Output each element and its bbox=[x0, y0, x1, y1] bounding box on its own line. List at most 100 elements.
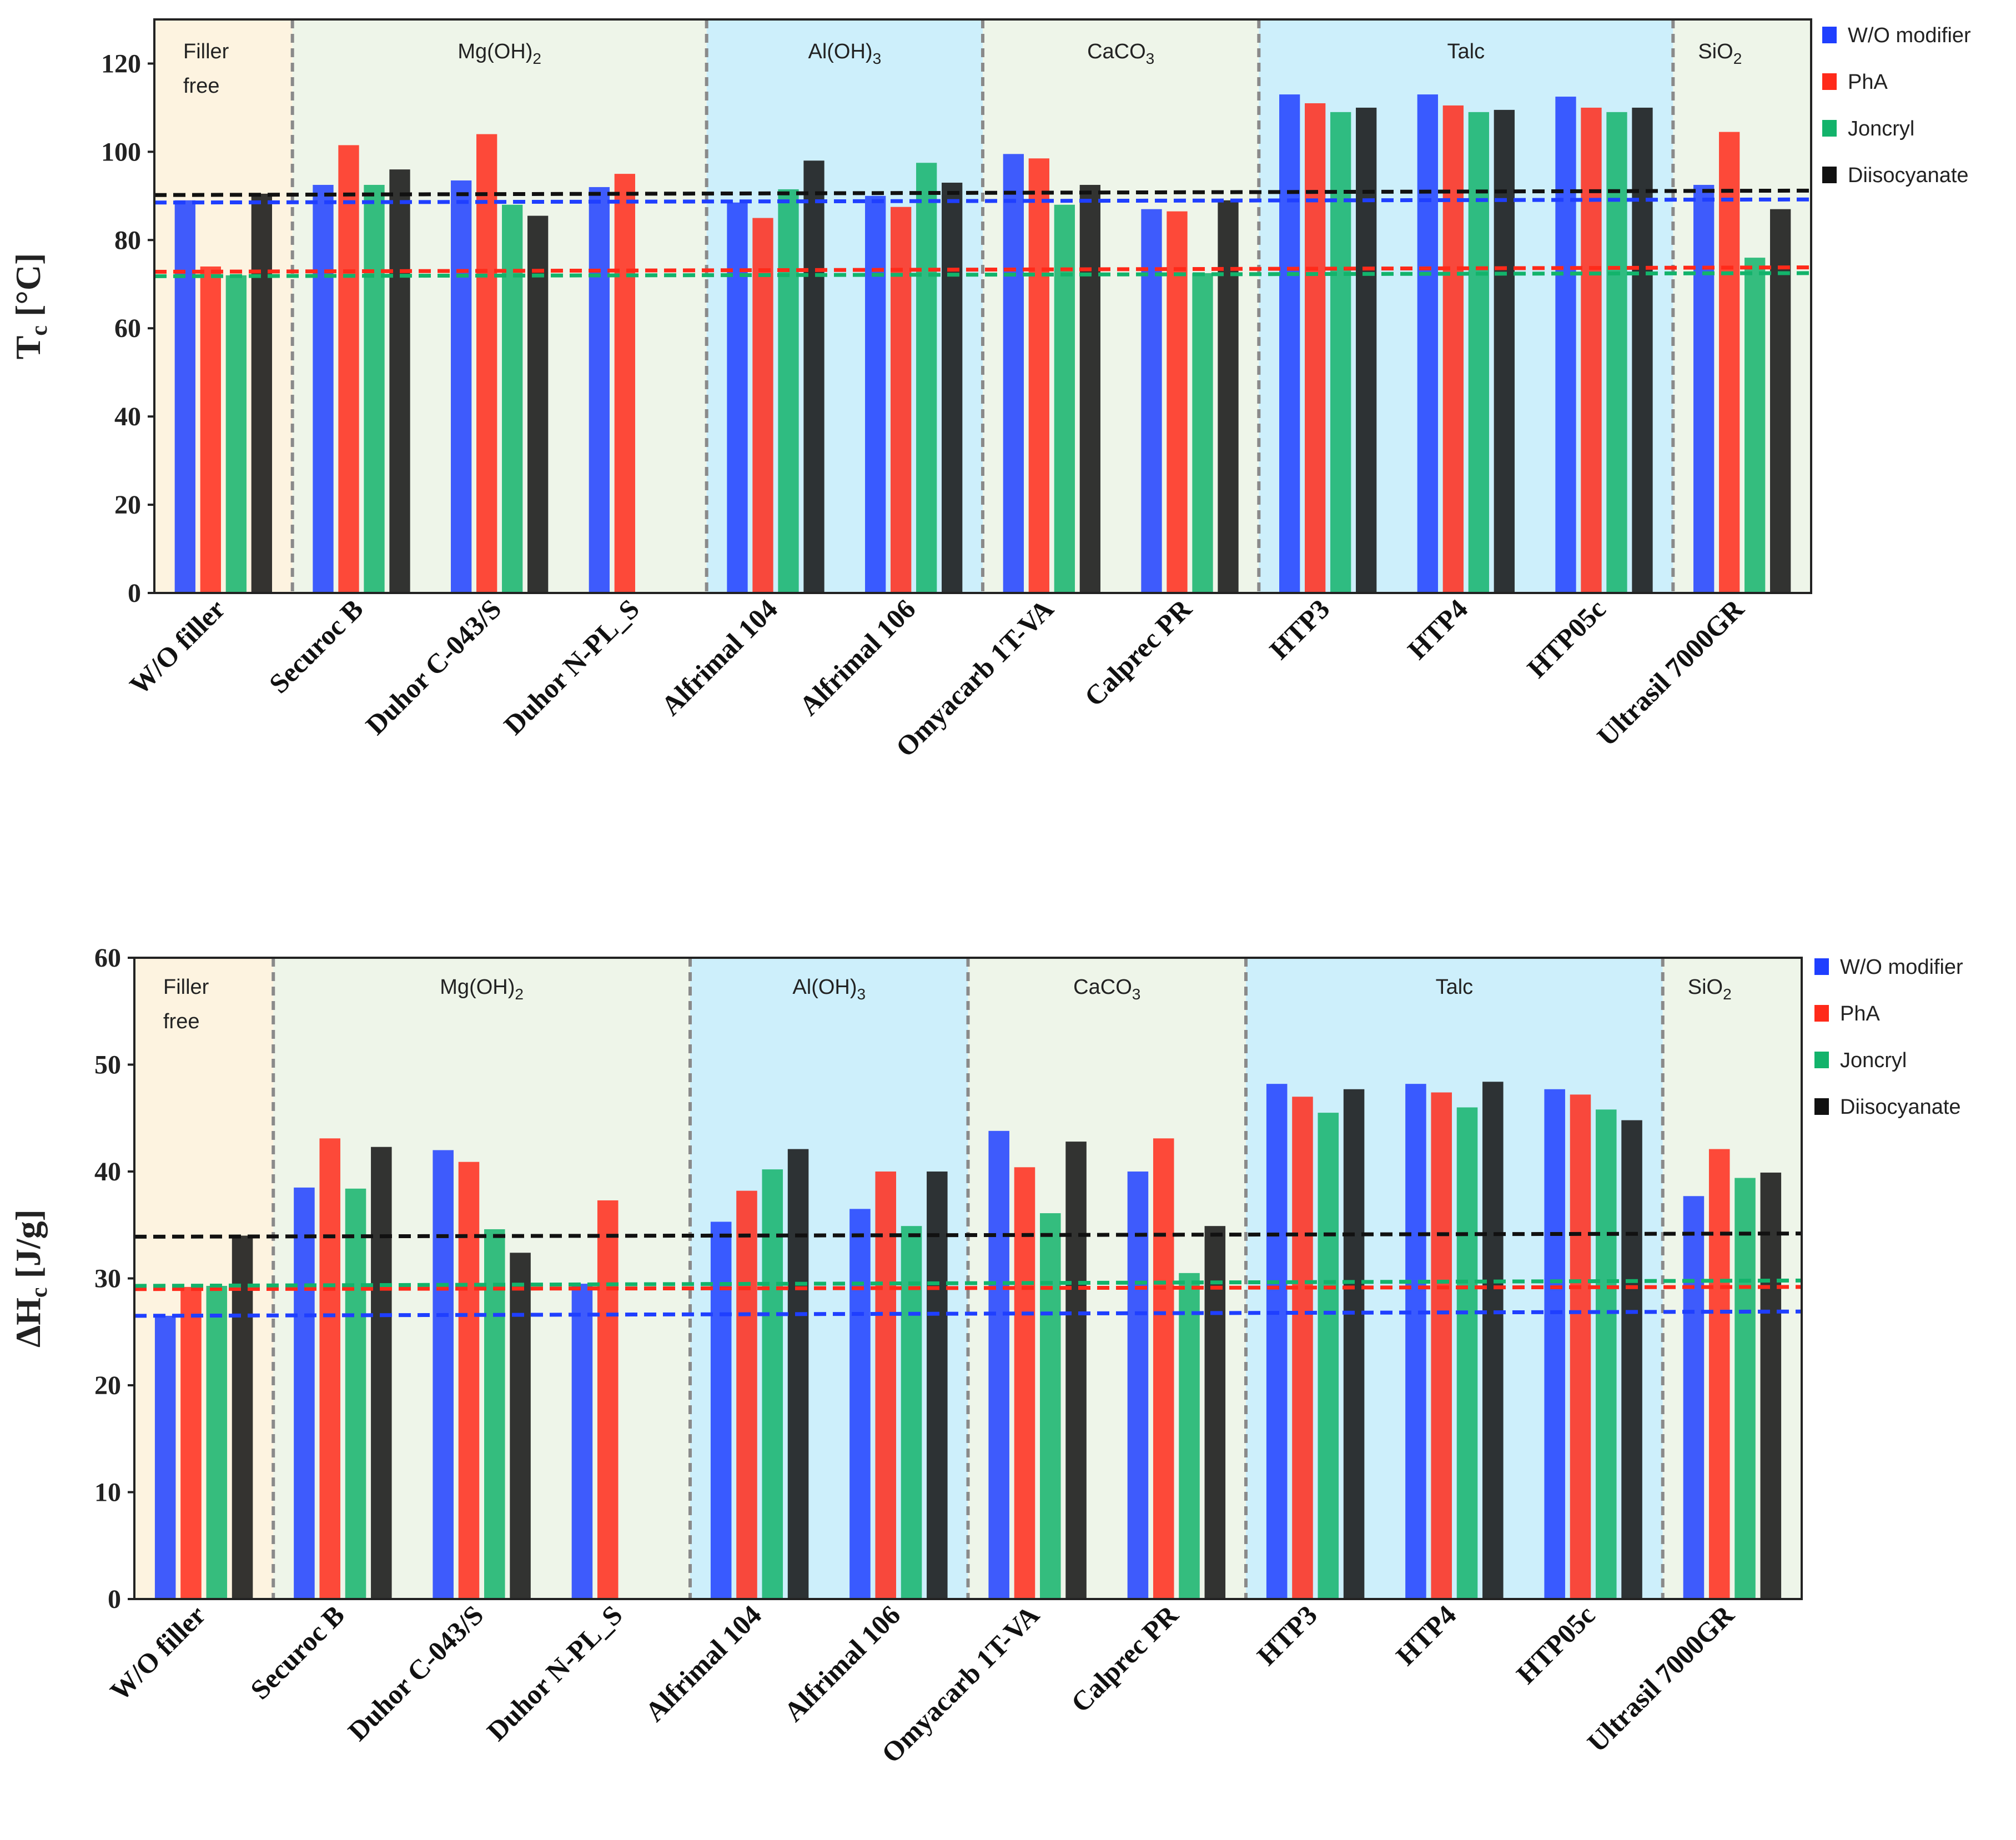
tc-y-tick-label-3: 60 bbox=[114, 314, 141, 343]
dhc-bar-diisocyanate-10 bbox=[1621, 1120, 1642, 1599]
dhc-group-label-3: CaCO3 bbox=[1073, 976, 1140, 1003]
tc-reference-line-pha bbox=[154, 265, 1812, 274]
tc-bar-pha-9 bbox=[1442, 105, 1464, 593]
tc-legend-swatch-3 bbox=[1822, 167, 1837, 183]
tc-bar-w-o-modifier-1 bbox=[313, 184, 334, 593]
tc-category-label-9: HTP4 bbox=[1401, 593, 1474, 665]
tc-bar-joncryl-7 bbox=[1192, 273, 1213, 594]
tc-bar-w-o-modifier-11 bbox=[1693, 184, 1715, 593]
dhc-y-tick-label-4: 40 bbox=[94, 1157, 121, 1187]
dhc-category-label-8: HTP3 bbox=[1251, 1599, 1323, 1671]
tc-group-label-text: SiO bbox=[1698, 40, 1733, 63]
dhc-category-label-3: Duhor N-PL_S bbox=[481, 1599, 629, 1747]
dhc-bar-pha-7 bbox=[1153, 1138, 1174, 1599]
tc-group-label-subscript: 3 bbox=[1146, 50, 1155, 67]
tc-category-label-7: Calprec PR bbox=[1078, 593, 1198, 712]
tc-bar-joncryl-6 bbox=[1054, 204, 1075, 593]
tc-bar-w-o-modifier-5 bbox=[865, 195, 886, 593]
dhc-category-label-0: W/O filler bbox=[104, 1599, 212, 1707]
dhc-bar-pha-10 bbox=[1570, 1094, 1591, 1599]
dhc-group-label-line1: Filler bbox=[163, 976, 209, 999]
tc-bar-w-o-modifier-10 bbox=[1555, 97, 1576, 594]
tc-y-tick-label-1: 20 bbox=[114, 490, 141, 520]
tc-bar-joncryl-5 bbox=[916, 163, 937, 593]
tc-bar-joncryl-4 bbox=[778, 189, 799, 594]
tc-category-label-5: Alfrimal 106 bbox=[793, 593, 921, 721]
dhc-group-bg-4 bbox=[1246, 958, 1663, 1599]
tc-category-label-2: Duhor C-043/S bbox=[360, 593, 507, 741]
dhc-group-label-subscript: 3 bbox=[1132, 986, 1141, 1003]
tc-bar-joncryl-8 bbox=[1330, 112, 1351, 593]
dhc-bar-pha-2 bbox=[458, 1162, 480, 1599]
tc-legend-swatch-1 bbox=[1822, 73, 1837, 90]
dhc-bar-diisocyanate-11 bbox=[1760, 1172, 1782, 1599]
tc-bar-diisocyanate-1 bbox=[389, 169, 410, 594]
dhc-bar-w-o-modifier-9 bbox=[1405, 1084, 1426, 1599]
dhc-chart-panel: 0 10 20 30 40 50 60 ΔHc [J/g] W/O filler Securoc … bbox=[8, 943, 1963, 1769]
tc-bar-w-o-modifier-3 bbox=[589, 187, 610, 593]
dhc-legend-swatch-1 bbox=[1814, 1005, 1829, 1022]
tc-bar-joncryl-11 bbox=[1744, 258, 1766, 594]
dhc-bar-pha-5 bbox=[875, 1172, 896, 1599]
dhc-bar-pha-3 bbox=[597, 1200, 619, 1599]
tc-legend-label-1: PhA bbox=[1848, 71, 1888, 94]
dhc-bar-joncryl-8 bbox=[1318, 1113, 1339, 1599]
tc-y-axis-label-unit: [°C] bbox=[8, 253, 48, 325]
dhc-bar-pha-8 bbox=[1292, 1097, 1313, 1599]
tc-group-label-text: CaCO bbox=[1087, 40, 1146, 63]
tc-chart-panel: 0 20 40 60 80 100 120 Tc [°C] W/O filler Securoc … bbox=[8, 18, 1971, 763]
dhc-bar-diisocyanate-1 bbox=[371, 1147, 392, 1599]
dhc-y-axis-label: ΔHc [J/g] bbox=[8, 1209, 52, 1348]
dhc-bar-w-o-modifier-0 bbox=[154, 1315, 176, 1599]
tc-group-label-2: Al(OH)3 bbox=[808, 40, 881, 67]
dhc-category-label-5: Alfrimal 106 bbox=[778, 1599, 906, 1727]
tc-bar-diisocyanate-9 bbox=[1494, 109, 1515, 594]
tc-bar-w-o-modifier-7 bbox=[1141, 209, 1162, 594]
dhc-group-label-subscript: 2 bbox=[1723, 986, 1732, 1003]
dhc-bar-w-o-modifier-4 bbox=[710, 1221, 732, 1599]
dhc-group-label-text: Talc bbox=[1436, 976, 1474, 999]
dhc-group-bg-2 bbox=[690, 958, 968, 1599]
tc-group-label-5: SiO2 bbox=[1698, 40, 1742, 67]
tc-y-tick-label-0: 0 bbox=[128, 579, 141, 608]
tc-bar-diisocyanate-10 bbox=[1632, 107, 1653, 593]
tc-y-tick-label-5: 100 bbox=[101, 137, 141, 167]
tc-group-label-line2: free bbox=[183, 74, 219, 98]
dhc-y-tick-label-2: 20 bbox=[94, 1371, 121, 1400]
tc-bar-pha-6 bbox=[1028, 158, 1049, 593]
dhc-group-label-line2: free bbox=[163, 1010, 199, 1033]
dhc-bar-joncryl-6 bbox=[1040, 1213, 1061, 1599]
dhc-y-axis-label-main: ΔH bbox=[8, 1298, 48, 1348]
dhc-category-label-9: HTP4 bbox=[1390, 1599, 1462, 1671]
dhc-bar-joncryl-9 bbox=[1456, 1107, 1478, 1599]
tc-group-label-1: Mg(OH)2 bbox=[458, 40, 541, 67]
dhc-bar-diisocyanate-9 bbox=[1482, 1082, 1504, 1599]
dhc-y-axis-label-sub: c bbox=[27, 1287, 52, 1298]
tc-group-bg-1 bbox=[292, 19, 707, 593]
dhc-y-tick-label-0: 0 bbox=[108, 1585, 121, 1614]
dhc-legend-swatch-2 bbox=[1814, 1052, 1829, 1068]
tc-bar-joncryl-9 bbox=[1468, 112, 1489, 593]
dhc-bar-w-o-modifier-6 bbox=[988, 1130, 1009, 1599]
tc-bar-pha-1 bbox=[338, 145, 359, 593]
dhc-bar-joncryl-4 bbox=[762, 1169, 783, 1599]
dhc-bar-joncryl-0 bbox=[206, 1285, 228, 1599]
dhc-group-label-0: Filler free bbox=[163, 976, 209, 1033]
dhc-category-label-11: Ultrasil 7000GR bbox=[1581, 1599, 1741, 1758]
dhc-group-label-5: SiO2 bbox=[1688, 976, 1732, 1003]
tc-bar-diisocyanate-7 bbox=[1218, 200, 1239, 593]
tc-bar-w-o-modifier-2 bbox=[451, 180, 472, 593]
tc-y-tick-label-2: 40 bbox=[114, 402, 141, 431]
dhc-bar-pha-4 bbox=[736, 1190, 757, 1599]
tc-bar-diisocyanate-0 bbox=[251, 193, 272, 594]
tc-group-label-text: Mg(OH) bbox=[458, 40, 532, 63]
dhc-group-label-4: Talc bbox=[1436, 976, 1474, 999]
tc-bar-w-o-modifier-8 bbox=[1279, 94, 1300, 594]
tc-y-axis-label-main: T bbox=[8, 336, 48, 360]
tc-group-label-line1: Filler bbox=[183, 40, 229, 63]
tc-category-label-11: Ultrasil 7000GR bbox=[1591, 593, 1750, 752]
dhc-group-bg-3 bbox=[968, 958, 1246, 1599]
dhc-bar-w-o-modifier-7 bbox=[1127, 1172, 1149, 1599]
dhc-bar-diisocyanate-4 bbox=[787, 1149, 809, 1599]
dhc-bar-pha-0 bbox=[180, 1286, 202, 1599]
